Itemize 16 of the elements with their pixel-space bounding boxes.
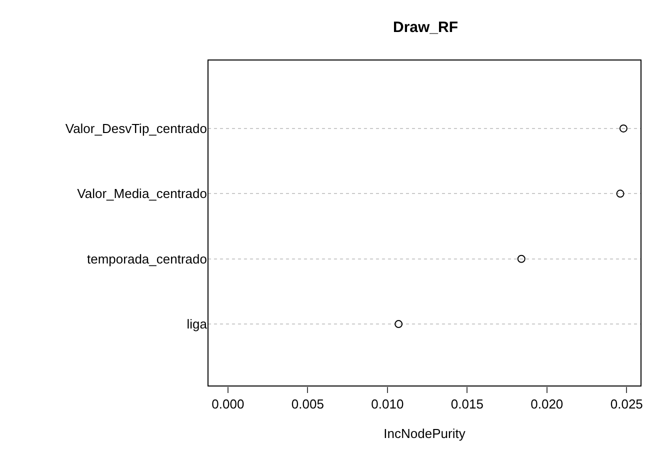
point: [517, 254, 526, 263]
x-axis-title: IncNodePurity: [384, 426, 466, 442]
y-tick-label: Valor_DesvTip_centrado: [65, 121, 207, 136]
point: [619, 124, 628, 132]
x-tick-label: 0.005: [291, 396, 324, 412]
chart-title: Draw_RF: [392, 18, 458, 36]
x-tick-label: 0.010: [371, 396, 404, 412]
point: [616, 190, 624, 198]
x-tick-label: 0.020: [530, 396, 564, 412]
x-tick-label: 0.025: [610, 396, 643, 412]
point: [394, 320, 403, 328]
y-tick-label: temporada_centrado: [87, 251, 207, 266]
y-tick-label: Valor_Media_centrado: [77, 186, 207, 202]
y-tick-label: liga: [186, 316, 208, 332]
x-tick-label: 0.000: [212, 396, 244, 412]
x-tick-label: 0.015: [450, 396, 484, 412]
